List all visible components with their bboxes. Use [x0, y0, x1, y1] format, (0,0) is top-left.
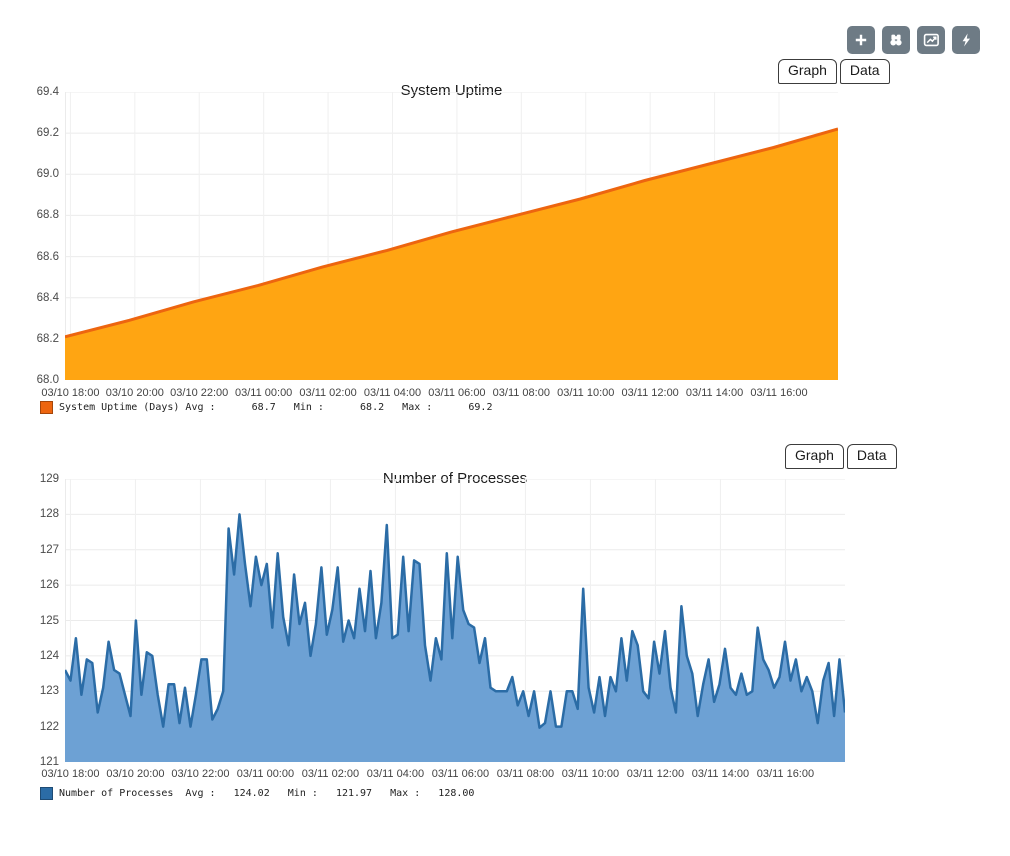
x-tick-label: 03/11 00:00	[236, 768, 295, 780]
x-tick-label: 03/11 06:00	[431, 768, 490, 780]
x-tick-label: 03/11 02:00	[301, 768, 360, 780]
x-tick-label: 03/10 18:00	[41, 387, 100, 399]
y-tick-label: 123	[39, 685, 59, 698]
y-tick-label: 129	[39, 473, 59, 485]
y-tick-label: 68.0	[36, 374, 59, 386]
x-tick-label: 03/11 16:00	[756, 768, 815, 780]
x-tick-label: 03/11 02:00	[299, 387, 357, 399]
trend-chart-icon	[923, 32, 940, 48]
x-tick-label: 03/11 12:00	[626, 768, 685, 780]
x-tick-label: 03/10 18:00	[41, 768, 100, 780]
y-tick-label: 69.2	[36, 127, 59, 140]
uptime-chart-title: System Uptime	[400, 82, 503, 99]
processes-chart-tabs: Graph Data	[785, 444, 897, 469]
uptime-legend: System Uptime (Days) Avg : 68.7 Min : 68…	[40, 401, 492, 414]
y-tick-label: 68.8	[36, 209, 59, 222]
processes-tab-graph[interactable]: Graph	[785, 444, 844, 469]
processes-tab-data[interactable]: Data	[846, 444, 897, 469]
x-tick-label: 03/11 04:00	[366, 768, 425, 780]
uptime-tab-graph[interactable]: Graph	[778, 59, 837, 84]
x-tick-label: 03/11 14:00	[691, 768, 750, 780]
x-tick-label: 03/11 04:00	[363, 387, 422, 399]
x-tick-label: 03/10 22:00	[171, 768, 230, 780]
x-tick-label: 03/11 00:00	[235, 387, 293, 399]
processes-legend-text: Number of Processes Avg : 124.02 Min : 1…	[59, 788, 475, 799]
actions-button[interactable]	[952, 26, 980, 54]
binoculars-icon	[888, 32, 904, 48]
uptime-legend-text: System Uptime (Days) Avg : 68.7 Min : 68…	[59, 402, 493, 413]
y-tick-label: 68.6	[36, 250, 59, 263]
y-tick-label: 124	[39, 649, 59, 662]
series-line	[65, 127, 838, 339]
lightning-bolt-icon	[958, 32, 974, 48]
y-tick-label: 69.0	[36, 168, 59, 181]
processes-legend: Number of Processes Avg : 124.02 Min : 1…	[40, 787, 474, 800]
x-tick-label: 03/11 10:00	[557, 387, 615, 399]
uptime-tab-data[interactable]: Data	[839, 59, 890, 84]
uptime-legend-swatch	[40, 401, 53, 414]
y-tick-label: 122	[39, 720, 59, 733]
y-tick-label: 121	[39, 756, 59, 768]
toolbar	[847, 26, 980, 54]
x-tick-label: 03/11 10:00	[561, 768, 620, 780]
y-tick-label: 69.4	[36, 86, 59, 98]
x-tick-label: 03/11 12:00	[621, 387, 679, 399]
y-tick-label: 126	[39, 579, 59, 592]
y-tick-label: 127	[39, 543, 59, 556]
uptime-x-axis: 03/10 18:00 03/10 20:00 03/10 22:00 03/11 0…	[41, 387, 838, 401]
x-tick-label: 03/10 20:00	[106, 768, 165, 780]
area-fill	[65, 514, 845, 762]
x-tick-label: 03/11 08:00	[496, 768, 555, 780]
charts-button[interactable]	[917, 26, 945, 54]
y-tick-label: 125	[39, 614, 59, 627]
area-fill	[65, 129, 838, 380]
plus-icon	[853, 32, 869, 48]
add-button[interactable]	[847, 26, 875, 54]
processes-x-axis: 03/10 18:00 03/10 20:00 03/10 22:00 03/11 0…	[41, 768, 845, 782]
x-tick-label: 03/11 08:00	[492, 387, 550, 399]
processes-legend-swatch	[40, 787, 53, 800]
x-tick-label: 03/11 06:00	[428, 387, 486, 399]
x-tick-label: 03/10 20:00	[105, 387, 164, 399]
x-tick-label: 03/10 22:00	[170, 387, 229, 399]
y-tick-label: 128	[39, 508, 59, 521]
uptime-chart-tabs: Graph Data	[778, 59, 890, 84]
x-tick-label: 03/11 14:00	[685, 387, 744, 399]
system-uptime-plot[interactable]	[65, 92, 838, 380]
y-tick-label: 68.4	[36, 291, 59, 304]
series-line	[65, 513, 845, 729]
search-button[interactable]	[882, 26, 910, 54]
y-tick-label: 68.2	[36, 332, 59, 345]
number-of-processes-plot[interactable]	[65, 479, 845, 762]
x-tick-label: 03/11 16:00	[750, 387, 808, 399]
